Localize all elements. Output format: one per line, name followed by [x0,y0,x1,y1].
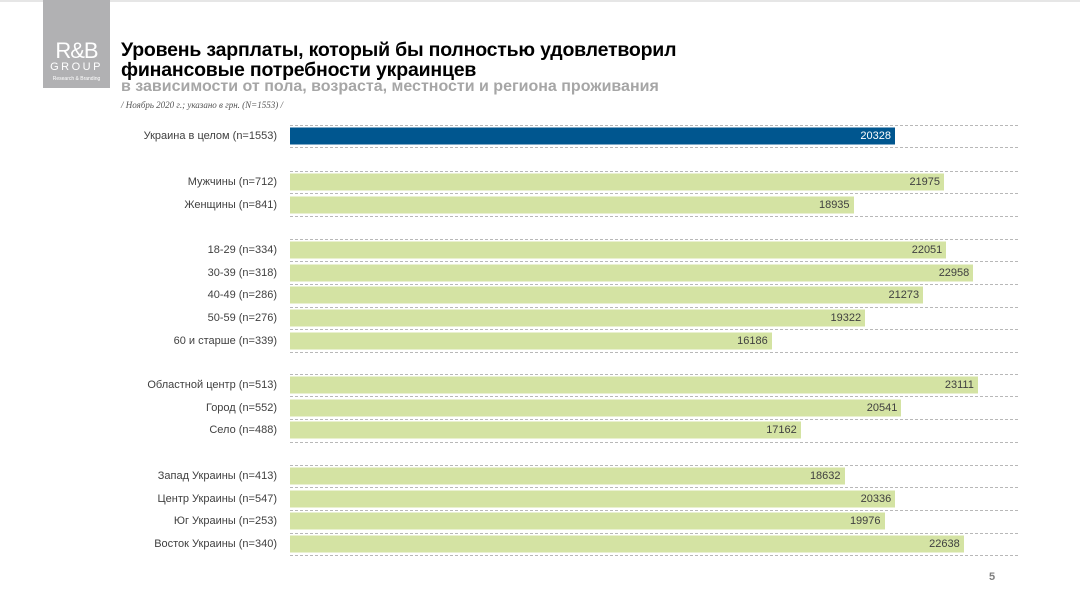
category-label: Юг Украины (n=253) [173,515,277,528]
data-label: 20336 [860,492,892,505]
data-label: 20328 [860,130,892,142]
bar [290,512,885,530]
slide-title: Уровень зарплаты, который бы полностью у… [121,40,676,80]
bar-total [290,127,896,145]
bar [290,309,866,327]
category-label: Мужчины (n=712) [187,176,277,188]
title-line-2: финансовые потребности украинцев [121,59,477,81]
data-label: 21273 [888,289,920,302]
survey-note: / Ноябрь 2020 г.; указано в грн. (N=1553… [121,100,283,110]
page-number: 5 [989,571,996,583]
data-label: 22958 [938,266,970,279]
data-label: 21975 [909,176,941,188]
title-line-1: Уровень зарплаты, который бы полностью у… [121,39,677,61]
bar [290,421,801,439]
data-label: 18632 [809,470,841,482]
gridline [290,238,1018,240]
category-label: Село (n=488) [209,424,277,437]
data-label: 22051 [911,244,943,256]
gridline [290,396,1018,398]
category-label: 40-49 (n=286) [207,289,277,302]
bar [290,241,947,259]
rb-group-logo: R&B GROUP Research & Branding [43,0,110,88]
gridline [290,487,1018,489]
category-label: Женщины (n=841) [184,198,277,211]
gridline [290,441,1018,443]
data-label: 19322 [830,312,862,325]
data-label: 22638 [929,538,960,551]
gridline [290,170,1018,172]
category-label: Восток Украины (n=340) [154,538,277,551]
gridline [290,261,1018,263]
bar [290,467,845,485]
bar [290,264,974,282]
gridline [290,419,1018,421]
category-label: Запад Украины (n=413) [157,470,277,482]
top-border [0,0,1080,2]
gridline [290,284,1018,286]
data-label: 18935 [818,198,850,211]
bar [290,173,945,191]
slide-subtitle: в зависимости от пола, возраста, местнос… [121,78,659,95]
bar [290,286,924,304]
bar [290,399,902,417]
gridline [290,216,1018,218]
data-label: 17162 [766,424,797,437]
data-label: 23111 [944,379,974,391]
bar [290,490,896,508]
bar [290,332,772,350]
logo-group-text: GROUP [50,61,103,73]
category-label: Центр Украины (n=547) [157,492,278,505]
category-label: Областной центр (n=513) [147,379,277,391]
category-label: Город (n=552) [205,401,277,414]
gridline [290,373,1018,375]
category-label: 18-29 (n=334) [207,244,277,256]
data-label: 20541 [866,401,898,414]
bar [290,535,964,553]
gridline [290,532,1018,534]
category-label: Украина в целом (n=1553) [143,130,277,142]
gridline [290,124,1018,126]
category-label: 50-59 (n=276) [207,312,277,325]
logo-tagline: Research & Branding [52,76,101,82]
gridline [290,464,1018,466]
gridline [290,329,1018,331]
data-label: 19976 [849,515,881,528]
bar [290,196,854,214]
category-label: 60 и старше (n=339) [173,334,277,347]
gridline [290,306,1018,308]
gridline [290,510,1018,512]
logo-text: R&B [55,38,98,63]
category-label: 30-39 (n=318) [207,266,277,279]
data-label: 16186 [737,334,768,347]
gridline [290,147,1018,149]
bar [290,376,978,394]
gridline [290,352,1018,354]
gridline [290,555,1018,557]
gridline [290,193,1018,195]
